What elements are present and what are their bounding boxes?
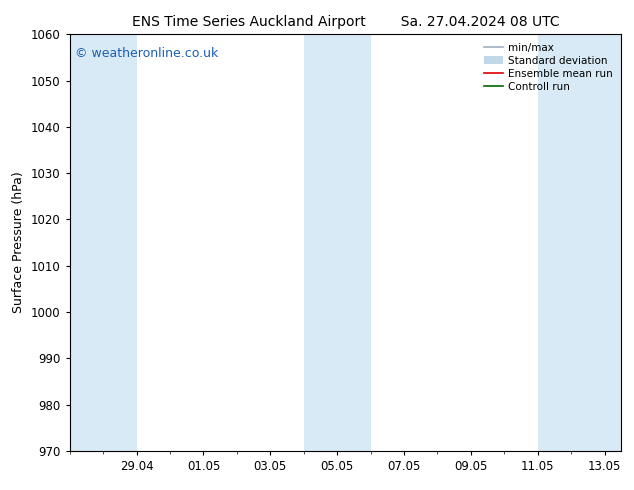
Bar	[304, 34, 371, 451]
Title: ENS Time Series Auckland Airport        Sa. 27.04.2024 08 UTC: ENS Time Series Auckland Airport Sa. 27.…	[132, 15, 559, 29]
Y-axis label: Surface Pressure (hPa): Surface Pressure (hPa)	[13, 172, 25, 314]
Bar	[70, 34, 136, 451]
Bar	[538, 34, 621, 451]
Legend: min/max, Standard deviation, Ensemble mean run, Controll run: min/max, Standard deviation, Ensemble me…	[481, 40, 616, 95]
Text: © weatheronline.co.uk: © weatheronline.co.uk	[75, 47, 219, 60]
